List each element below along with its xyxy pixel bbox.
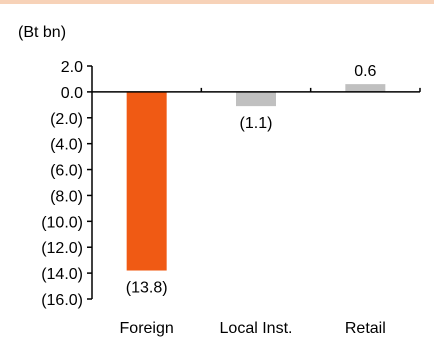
bar-local-inst [236, 91, 276, 107]
unit-label: (Bt bn) [18, 24, 67, 41]
y-tick-label: (2.0) [50, 111, 83, 128]
bar-retail [345, 84, 386, 92]
category-label: Foreign [120, 320, 174, 337]
category-label: Local Inst. [220, 320, 293, 337]
y-tick-label: 0.0 [61, 85, 83, 102]
y-tick-label: (4.0) [50, 137, 83, 154]
y-tick-label: 2.0 [61, 59, 83, 76]
top-accent-band [0, 0, 434, 4]
data-label: (1.1) [240, 115, 273, 132]
y-tick-label: (10.0) [41, 214, 83, 231]
y-tick-label: (14.0) [41, 266, 83, 283]
category-label: Retail [345, 320, 386, 337]
y-tick-label: (16.0) [41, 292, 83, 309]
y-tick-label: (12.0) [41, 240, 83, 257]
y-tick-label: (8.0) [50, 188, 83, 205]
data-label: (13.8) [126, 280, 168, 297]
y-tick-label: (6.0) [50, 163, 83, 180]
data-label: 0.6 [354, 63, 376, 80]
bar-foreign [126, 91, 167, 271]
